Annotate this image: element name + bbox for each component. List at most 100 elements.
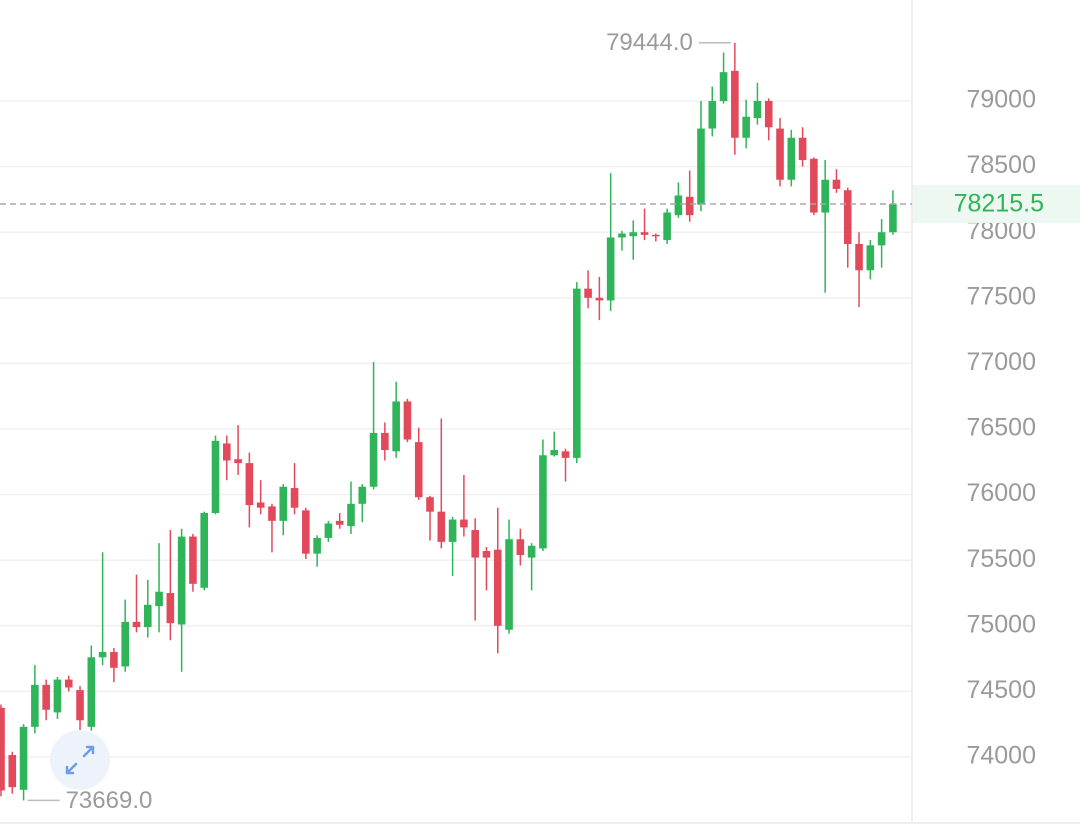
candle-body [866,245,875,271]
candle-body [211,440,220,513]
candle-body [798,137,807,161]
candle-body [527,545,536,558]
candle-body [505,539,513,630]
candle-body [358,486,367,504]
candle-body [719,72,728,102]
candle-body [460,519,468,528]
zoom-button[interactable] [50,730,110,790]
candle-body [561,451,570,458]
candle-body [606,237,615,301]
candle-body [663,212,671,241]
candle-body [810,158,818,213]
candle-body [843,190,852,245]
candle-body [76,690,84,721]
candle-body [731,70,739,138]
candle-body [223,443,231,461]
candle-body [369,432,378,487]
candle-body [414,442,423,498]
candle-body [776,128,784,180]
candle-body [832,179,841,189]
candle-body [189,536,197,584]
candle-body [53,679,62,713]
candle-body [245,463,254,506]
candle-body [674,195,683,216]
candle-body [98,652,107,658]
y-tick-label: 75000 [966,610,1036,638]
candle-body [742,116,750,138]
candle-body [708,101,717,129]
candle-body [437,511,446,542]
candle-body [143,604,152,628]
y-tick-label: 77500 [966,282,1036,310]
candle-body [471,530,479,558]
y-tick-label: 79000 [966,86,1036,114]
y-tick-label: 77000 [966,348,1036,376]
candle-body [584,288,592,298]
candle-body [335,520,344,525]
candle-body [448,519,457,542]
y-tick-label: 75500 [966,545,1036,573]
candle-body [166,593,175,624]
y-tick-label: 74500 [966,676,1036,704]
candle-body [516,539,525,555]
y-tick-label: 76500 [966,414,1036,442]
candle-body [697,128,705,205]
candle-body [290,488,299,508]
candle-body [155,591,163,607]
candle-body [302,510,310,554]
candle-body [685,196,694,216]
candle-body [855,244,863,271]
candle-body [392,401,400,452]
candle-body [121,621,129,667]
candle-body [426,497,434,512]
last-price-box [913,184,1080,223]
candle-body [877,232,886,246]
candle-body [132,621,141,628]
candle-body [19,726,28,790]
candle-body [234,459,242,464]
candle-body [821,179,829,213]
candle-body [493,549,502,626]
candle-body [0,707,5,791]
candle-body [618,233,626,238]
candle-body [313,537,321,554]
zoom-button-bg[interactable] [50,730,110,790]
candle-body [8,755,17,788]
candle-body [200,512,209,588]
candle-body [482,551,491,558]
candle-body [787,137,796,180]
candle-body [347,503,355,527]
candle-body [87,657,96,727]
candle-body [64,679,73,688]
y-tick-label: 78500 [966,151,1036,179]
candle-body [31,684,39,727]
candle-body [110,652,118,668]
candle-body [764,101,773,128]
candle-body [572,288,581,458]
candle-body [256,502,265,508]
candle-body [268,506,276,521]
candle-body [177,536,186,625]
candle-body [629,232,638,237]
candle-body [42,684,50,710]
candle-body [324,523,333,538]
candle-body [550,450,559,456]
candle-body [889,203,897,233]
candle-body [652,234,660,237]
min-annotation-label: 73669.0 [66,787,153,814]
last-price-label: 78215.5 [954,190,1044,218]
candle-body [595,297,604,301]
max-annotation-label: 79444.0 [606,29,693,56]
candle-body [381,432,389,451]
zoom-icon[interactable] [65,745,95,775]
y-tick-label: 74000 [966,742,1036,770]
candle-body [279,486,288,521]
y-tick-label: 76000 [966,479,1036,507]
candle-body [753,101,762,119]
candle-body [539,455,547,549]
candle-body [403,401,412,440]
candle-body [640,232,649,235]
